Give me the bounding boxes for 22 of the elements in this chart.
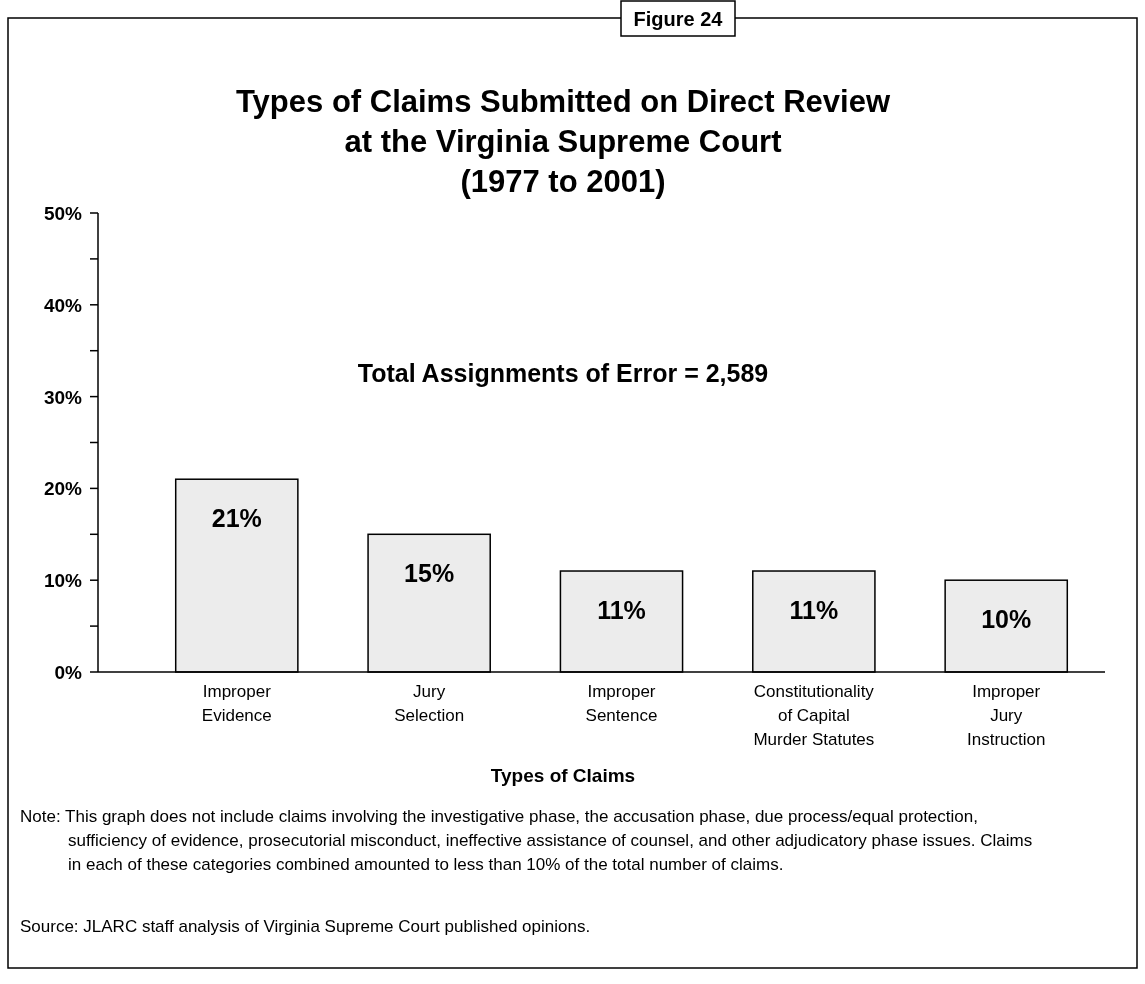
- data-label: 21%: [211, 504, 262, 533]
- y-tick-label: 20%: [43, 478, 83, 500]
- caption: Figure 24: [633, 8, 724, 30]
- chart-title: Types of Claims Submitted on Direct Review at the Virginia Supreme Court (1977 to 2001): [235, 84, 891, 199]
- data-label: 15%: [404, 559, 455, 588]
- x-tick-label: Improper Sentence: [585, 682, 658, 725]
- x-axis-title: Types of Claims: [490, 765, 636, 786]
- y-tick-label: 50%: [43, 203, 83, 224]
- y-tick-label: 30%: [43, 386, 83, 408]
- y-tick-label: 0%: [54, 662, 83, 683]
- annotation: Total Assignments of Error = 2,589: [357, 359, 769, 387]
- data-label: 11%: [789, 596, 839, 625]
- x-tick-label: Constitutionality of Capital Murder Statutes: [753, 682, 875, 749]
- source-note: Source: JLARC staff analysis of Virginia Supreme Court published opinions.: [20, 917, 591, 936]
- y-tick-label: 40%: [43, 294, 83, 316]
- x-tick-label: Improper Evidence: [201, 682, 272, 725]
- y-tick-label: 10%: [43, 570, 83, 592]
- x-tick-label: Improper Jury Instruction: [967, 682, 1046, 749]
- x-tick-label: Jury Selection: [394, 682, 465, 725]
- data-label: 11%: [597, 596, 646, 625]
- text: Note: This graph does not include claims involving the investigative phase, the accusation phase, due process/equal protection, sufficiency of evidence, prosecutorial misconduct, ineffective assistance of counsel, and other adjudicatory phase issues. Claims in each of these categories combined amounted to less than 10% of the total number of claims.: [20, 807, 1033, 874]
- data-label: 10%: [981, 605, 1032, 634]
